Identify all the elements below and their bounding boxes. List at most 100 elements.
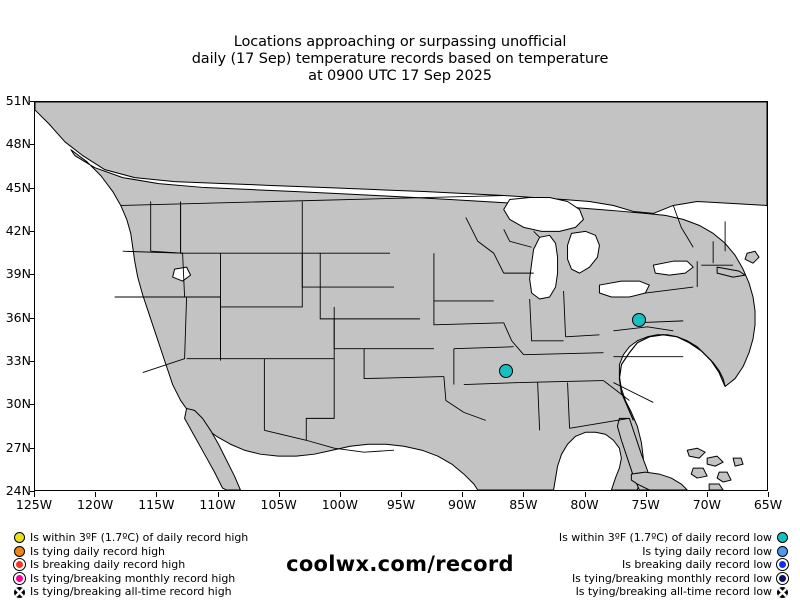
lon-tick-mark — [95, 492, 97, 497]
border-sd-ne — [301, 253, 395, 288]
circle-yellow-icon — [14, 532, 25, 544]
legend-item[interactable]: Is within 3ºF (1.7ºC) of daily record lo… — [559, 531, 788, 545]
lon-tick-label: 125W — [15, 497, 53, 512]
circle-navy-ring-icon — [776, 572, 789, 586]
lat-tick-label: 51N — [5, 93, 31, 108]
lon-tick-mark — [278, 492, 280, 497]
border-ne-ks — [319, 287, 420, 320]
border-ks-ok — [333, 318, 434, 350]
lon-tick-label: 120W — [77, 497, 114, 512]
border-ca-east — [142, 296, 188, 374]
legend-item[interactable]: Is tying/breaking monthly record low — [559, 572, 789, 586]
lat-tick-mark — [30, 144, 35, 146]
lat-tick-label: 36N — [5, 309, 31, 325]
legend-item[interactable]: Is tying/breaking all-time record high — [14, 585, 248, 599]
coast-atlantic — [618, 334, 726, 421]
lat-tick-mark — [30, 317, 35, 319]
lat-tick-mark — [30, 231, 35, 232]
lon-tick-label: 70W — [692, 497, 721, 512]
border-id-nv-ut — [182, 253, 186, 298]
circle-lightblue-icon — [777, 545, 788, 557]
bahamas-1 — [686, 447, 706, 459]
border-ga-sc — [603, 380, 630, 401]
watermark-url[interactable]: coolwx.com/record — [286, 552, 514, 576]
border-ky-tn — [523, 352, 604, 356]
lon-tick-mark — [645, 492, 647, 497]
legend-label: Is tying/breaking all-time record low — [575, 585, 772, 599]
lake-ontario — [652, 260, 694, 276]
station-nc-outer-banks[interactable] — [632, 313, 647, 328]
lon-tick-label: 110W — [199, 497, 236, 512]
lat-tick-label: 33N — [5, 353, 31, 368]
bahamas-6 — [708, 483, 724, 490]
legend-item[interactable]: Is tying/breaking all-time record low — [559, 585, 788, 599]
circle-orange-icon — [14, 545, 25, 557]
lat-tick-mark — [30, 274, 35, 276]
legend-item[interactable]: Is tying/breaking monthly record high — [13, 571, 248, 586]
lon-tick-mark — [523, 492, 525, 497]
great-salt-lake — [172, 266, 192, 282]
border-mo-il — [503, 322, 525, 355]
lon-tick-mark — [584, 492, 586, 497]
lat-tick-label: 30N — [5, 396, 31, 412]
lon-tick-mark — [156, 492, 158, 497]
legend-item[interactable]: Is breaking daily record low — [559, 558, 789, 572]
legend-label: Is tying daily record low — [642, 544, 772, 558]
lat-tick-mark — [30, 404, 35, 406]
legend-item[interactable]: Is tying daily record high — [14, 545, 248, 559]
lon-tick-mark — [339, 492, 341, 497]
border-mexico — [264, 429, 395, 453]
legend-label: Is breaking daily record low — [622, 558, 772, 572]
canada-block — [35, 102, 767, 214]
circle-x-black-icon — [777, 586, 788, 598]
border-va-wv-md — [613, 326, 674, 332]
lat-tick-mark — [30, 187, 35, 189]
lat-tick-label: 27N — [5, 439, 31, 455]
lon-tick-label: 80W — [570, 497, 599, 512]
lat-tick-label: 45N — [5, 179, 31, 195]
border-fl-ga — [569, 417, 630, 429]
border-ia-mo — [433, 300, 504, 326]
legend-label: Is tying/breaking monthly record high — [30, 571, 236, 585]
border-ms-al — [537, 382, 541, 431]
chart-title: Locations approaching or surpassing unof… — [0, 34, 800, 85]
legend-label: Is within 3ºF (1.7ºC) of daily record hi… — [30, 531, 249, 544]
map-canvas[interactable] — [34, 101, 768, 491]
title-line-2: daily (17 Sep) temperature records based… — [191, 51, 609, 67]
legend-item[interactable]: Is tying daily record low — [559, 545, 788, 559]
cuba — [630, 471, 688, 490]
lake-michigan — [529, 234, 559, 300]
legend-item[interactable]: Is breaking daily record high — [13, 558, 248, 572]
border-mn-wi — [465, 217, 505, 274]
circle-x-black-icon — [14, 586, 25, 598]
lat-tick-mark — [30, 101, 35, 102]
legend-record-high: Is within 3ºF (1.7ºC) of daily record hi… — [13, 531, 248, 599]
title-line-3: at 0900 UTC 17 Sep 2025 — [308, 68, 492, 84]
lon-tick-mark — [768, 492, 769, 497]
border-ok-tx — [363, 348, 444, 380]
legend-item[interactable]: Is within 3ºF (1.7ºC) of daily record hi… — [14, 531, 248, 545]
border-tx-la — [443, 376, 486, 421]
legend-label: Is tying/breaking all-time record high — [30, 585, 232, 599]
circle-teal-icon — [777, 532, 788, 544]
lake-superior — [503, 197, 584, 232]
circle-blue-ring-icon — [776, 558, 789, 572]
map-geography — [35, 102, 767, 490]
border-mi-up — [533, 231, 540, 238]
lon-tick-label: 115W — [138, 497, 175, 512]
lat-tick-mark — [30, 491, 35, 492]
lat-tick-label: 42N — [5, 223, 31, 238]
legend-label: Is breaking daily record high — [30, 558, 186, 572]
longitude-axis: 125W 120W 115W 110W 105W 100W 95W 90W 85W 80W 75W 7… — [16, 492, 782, 514]
lon-tick-label: 95W — [386, 497, 416, 512]
baja-peninsula — [184, 407, 241, 490]
station-central-alabama[interactable] — [498, 363, 513, 378]
circle-magenta-ring-icon — [13, 572, 26, 586]
legend-label: Is within 3ºF (1.7ºC) of daily record lo… — [558, 531, 772, 544]
circle-red-ring-icon — [13, 558, 26, 572]
lon-tick-mark — [34, 492, 35, 497]
lon-tick-mark — [462, 492, 464, 497]
border-quebec-ontario — [672, 205, 694, 248]
bahamas-5 — [732, 457, 744, 467]
lon-tick-label: 90W — [448, 497, 477, 512]
